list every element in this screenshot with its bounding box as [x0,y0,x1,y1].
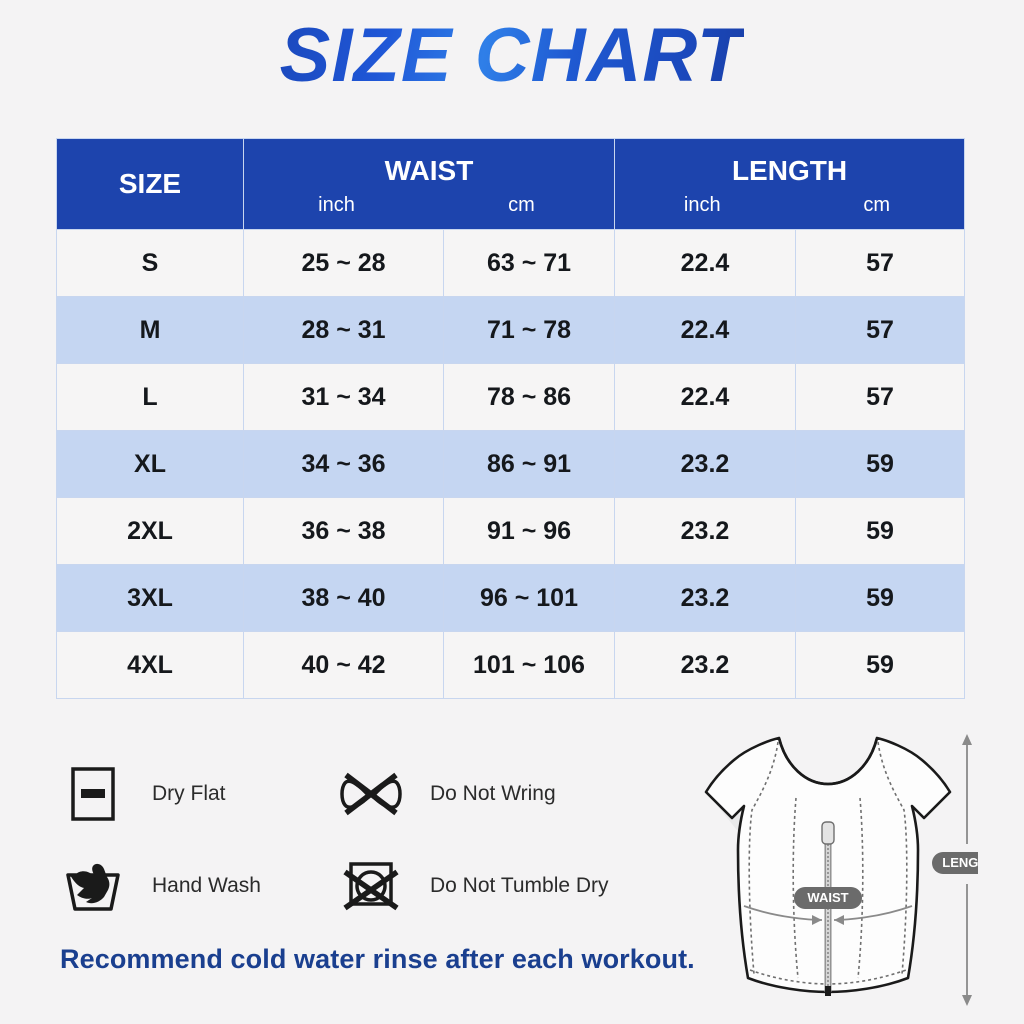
cell-length-cm: 57 [795,296,965,364]
cell-waist-cm: 71 ~ 78 [443,296,615,364]
cell-size: M [56,296,244,364]
table-row: 3XL 38 ~ 40 96 ~ 101 23.2 59 [56,564,965,632]
cell-length-cm: 59 [795,430,965,498]
header-cell-waist: WAIST inch cm [243,138,615,230]
header-label-size: SIZE [118,168,182,199]
cell-length-inch: 23.2 [614,497,796,565]
cell-length-cm: 57 [795,363,965,431]
garment-diagram: WAIST LENGTH [678,726,1006,1018]
hand-wash-icon [62,855,124,917]
cell-waist-inch: 28 ~ 31 [243,296,444,364]
header-unit-waist-inch: inch [318,194,355,216]
cell-waist-cm: 91 ~ 96 [443,497,615,565]
care-label-dry-flat: Dry Flat [152,782,226,805]
waist-badge [794,887,862,909]
page-title: SIZE CHART [279,13,745,98]
cell-waist-cm: 63 ~ 71 [443,229,615,297]
cell-length-inch: 22.4 [614,229,796,297]
care-label-do-not-wring: Do Not Wring [430,782,556,805]
cell-length-cm: 59 [795,631,965,699]
cell-length-cm: 57 [795,229,965,297]
cell-size: 2XL [56,497,244,565]
table-row: XL 34 ~ 36 86 ~ 91 23.2 59 [56,430,965,498]
length-badge-label: LENGTH [942,855,978,870]
header-unit-length-cm: cm [863,194,891,216]
dry-flat-icon [62,763,124,825]
table-header: SIZE WAIST inch cm LENGTH inch cm [56,138,965,230]
cell-waist-inch: 40 ~ 42 [243,631,444,699]
care-row-top: Dry Flat Do Not Wring [62,748,702,840]
care-item-do-not-wring: Do Not Wring [340,763,556,825]
cell-length-inch: 22.4 [614,363,796,431]
page-title-container: SIZE CHART [0,18,1024,94]
cell-waist-cm: 101 ~ 106 [443,631,615,699]
table-header-row: SIZE WAIST inch cm LENGTH inch cm [56,138,965,230]
cell-size: 4XL [56,631,244,699]
cell-waist-inch: 38 ~ 40 [243,564,444,632]
cell-length-inch: 23.2 [614,631,796,699]
cell-length-cm: 59 [795,564,965,632]
cell-waist-inch: 34 ~ 36 [243,430,444,498]
cell-size: 3XL [56,564,244,632]
header-unit-length-inch: inch [683,194,721,216]
recommendation-text: Recommend cold water rinse after each wo… [60,944,695,974]
care-row-bottom: Hand Wash Do Not Tumble Dry [62,840,702,932]
care-item-do-not-tumble-dry: Do Not Tumble Dry [340,855,609,917]
care-instructions: Dry Flat Do Not Wring Hand Was [62,748,702,932]
header-cell-size: SIZE [56,138,244,230]
cell-waist-cm: 78 ~ 86 [443,363,615,431]
do-not-tumble-dry-icon [340,855,402,917]
cell-waist-inch: 31 ~ 34 [243,363,444,431]
size-chart-table: SIZE WAIST inch cm LENGTH inch cm [56,138,965,699]
table-row: 2XL 36 ~ 38 91 ~ 96 23.2 59 [56,497,965,565]
header-cell-length: LENGTH inch cm [614,138,965,230]
care-label-do-not-tumble-dry: Do Not Tumble Dry [430,874,609,897]
table-body: S 25 ~ 28 63 ~ 71 22.4 57 M 28 ~ 31 71 ~… [56,229,965,699]
care-label-hand-wash: Hand Wash [152,874,261,897]
cell-size: XL [56,430,244,498]
table-row: L 31 ~ 34 78 ~ 86 22.4 57 [56,363,965,431]
cell-waist-inch: 25 ~ 28 [243,229,444,297]
cell-length-inch: 23.2 [614,430,796,498]
waist-badge-label: WAIST [807,890,848,905]
table-row: 4XL 40 ~ 42 101 ~ 106 23.2 59 [56,631,965,699]
cell-length-cm: 59 [795,497,965,565]
table-row: M 28 ~ 31 71 ~ 78 22.4 57 [56,296,965,364]
cell-waist-cm: 96 ~ 101 [443,564,615,632]
cell-size: L [56,363,244,431]
table-row: S 25 ~ 28 63 ~ 71 22.4 57 [56,229,965,297]
header-unit-waist-cm: cm [508,194,535,216]
cell-length-inch: 23.2 [614,564,796,632]
care-item-hand-wash: Hand Wash [62,855,340,917]
do-not-wring-icon [340,763,402,825]
cell-size: S [56,229,244,297]
cell-length-inch: 22.4 [614,296,796,364]
cell-waist-inch: 36 ~ 38 [243,497,444,565]
header-label-length: LENGTH [731,155,848,186]
care-item-dry-flat: Dry Flat [62,763,340,825]
cell-waist-cm: 86 ~ 91 [443,430,615,498]
header-label-waist: WAIST [384,155,474,186]
